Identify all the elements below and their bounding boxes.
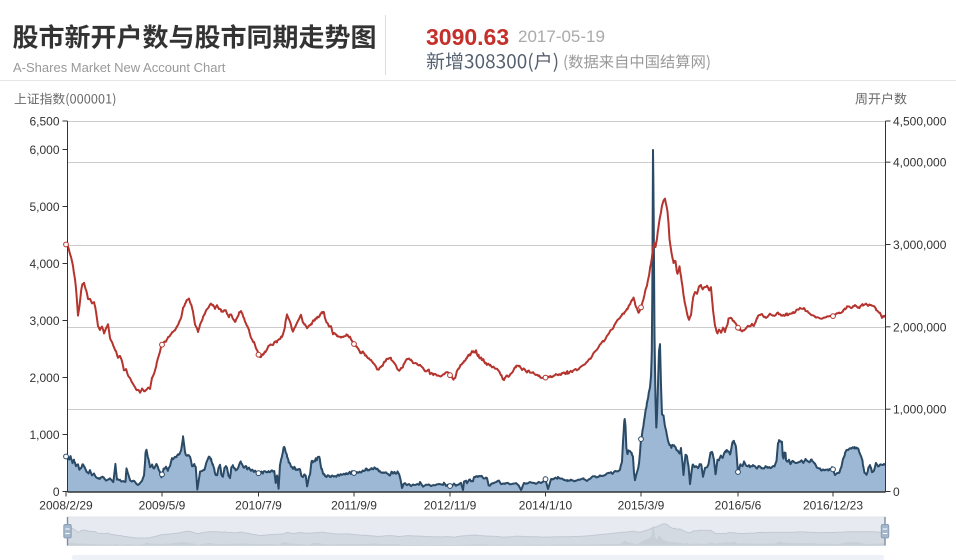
svg-text:0: 0 (53, 485, 60, 499)
svg-text:2014/1/10: 2014/1/10 (519, 499, 573, 513)
svg-text:2016/12/23: 2016/12/23 (803, 499, 863, 513)
svg-text:0: 0 (893, 485, 900, 499)
svg-text:3,000: 3,000 (29, 314, 59, 328)
svg-text:2,000: 2,000 (29, 371, 59, 385)
svg-text:2016/5/6: 2016/5/6 (715, 499, 762, 513)
svg-text:4,500,000: 4,500,000 (893, 115, 947, 129)
svg-text:2008/2/29: 2008/2/29 (39, 499, 93, 513)
svg-text:6,500: 6,500 (29, 115, 59, 129)
svg-text:1,000,000: 1,000,000 (893, 403, 947, 417)
svg-text:2,000,000: 2,000,000 (893, 320, 947, 334)
svg-text:2009/5/9: 2009/5/9 (139, 499, 186, 513)
svg-text:2011/9/9: 2011/9/9 (331, 499, 377, 513)
svg-text:4,000: 4,000 (29, 257, 59, 271)
svg-text:6,000: 6,000 (29, 143, 59, 157)
svg-text:1,000: 1,000 (29, 428, 59, 442)
svg-text:3,000,000: 3,000,000 (893, 238, 947, 252)
svg-text:2010/7/9: 2010/7/9 (235, 499, 282, 513)
svg-text:2015/3/9: 2015/3/9 (618, 499, 665, 513)
svg-text:2012/11/9: 2012/11/9 (424, 499, 477, 513)
svg-text:5,000: 5,000 (29, 200, 59, 214)
svg-text:4,000,000: 4,000,000 (893, 156, 947, 170)
